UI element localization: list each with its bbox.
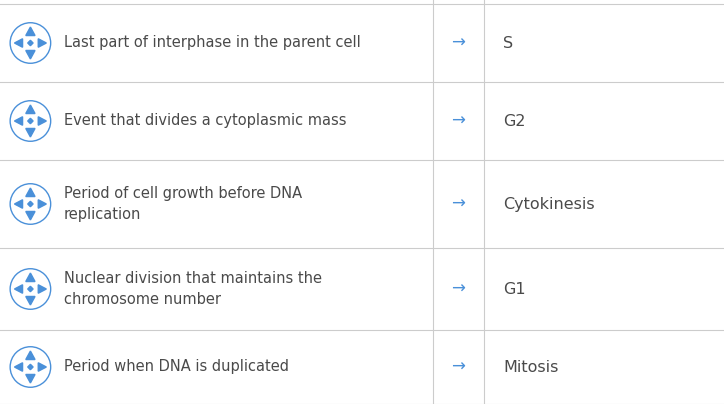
Polygon shape	[38, 39, 46, 47]
Text: Nuclear division that maintains the
chromosome number: Nuclear division that maintains the chro…	[64, 271, 321, 307]
Text: G2: G2	[503, 114, 526, 128]
Polygon shape	[26, 211, 35, 220]
Text: →: →	[451, 358, 466, 376]
Text: Last part of interphase in the parent cell: Last part of interphase in the parent ce…	[64, 36, 361, 50]
Text: →: →	[451, 112, 466, 130]
Polygon shape	[14, 200, 22, 208]
Ellipse shape	[10, 101, 51, 141]
Text: S: S	[503, 36, 513, 50]
Polygon shape	[14, 363, 22, 371]
Polygon shape	[28, 364, 33, 370]
Polygon shape	[26, 351, 35, 360]
Polygon shape	[38, 117, 46, 125]
Polygon shape	[26, 50, 35, 59]
Polygon shape	[38, 363, 46, 371]
Ellipse shape	[10, 184, 51, 224]
Polygon shape	[38, 285, 46, 293]
Polygon shape	[26, 273, 35, 282]
Polygon shape	[26, 375, 35, 383]
Text: G1: G1	[503, 282, 526, 297]
Polygon shape	[26, 27, 35, 36]
Text: Period of cell growth before DNA
replication: Period of cell growth before DNA replica…	[64, 186, 302, 222]
Text: →: →	[451, 195, 466, 213]
Text: Cytokinesis: Cytokinesis	[503, 196, 595, 212]
Text: →: →	[451, 34, 466, 52]
Text: Event that divides a cytoplasmic mass: Event that divides a cytoplasmic mass	[64, 114, 346, 128]
Text: →: →	[451, 280, 466, 298]
Polygon shape	[26, 105, 35, 114]
Ellipse shape	[10, 347, 51, 387]
Polygon shape	[26, 188, 35, 196]
Polygon shape	[14, 285, 22, 293]
Text: Period when DNA is duplicated: Period when DNA is duplicated	[64, 360, 289, 375]
Polygon shape	[28, 118, 33, 124]
Polygon shape	[28, 40, 33, 46]
Polygon shape	[14, 39, 22, 47]
Polygon shape	[28, 286, 33, 292]
Ellipse shape	[10, 23, 51, 63]
Polygon shape	[28, 201, 33, 207]
Ellipse shape	[10, 269, 51, 309]
Polygon shape	[38, 200, 46, 208]
Text: Mitosis: Mitosis	[503, 360, 558, 375]
Polygon shape	[26, 297, 35, 305]
Polygon shape	[14, 117, 22, 125]
Polygon shape	[26, 128, 35, 137]
